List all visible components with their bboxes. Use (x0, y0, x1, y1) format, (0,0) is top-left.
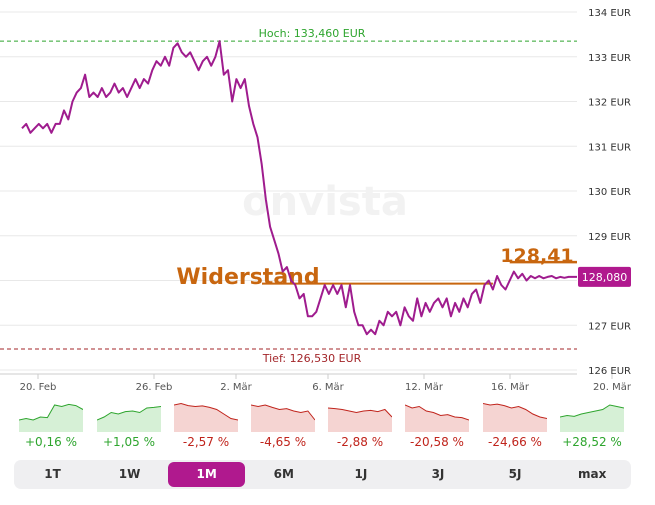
sparkline-line (174, 402, 238, 421)
range-button-3j[interactable]: 3J (431, 467, 445, 481)
sparkline-area (405, 405, 469, 432)
sparkline-line (251, 404, 315, 421)
x-tick-label: 16. Mär (491, 382, 530, 393)
sparkline-area (251, 405, 315, 432)
sparkline-2[interactable]: -2,57 % (174, 400, 238, 452)
sparkline-change: -4,65 % (259, 435, 307, 449)
sparkline-line (560, 404, 624, 418)
x-tick-label: 12. Mär (405, 382, 444, 393)
range-button-5j[interactable]: 5J (508, 467, 522, 481)
sparkline-change: +0,16 % (25, 435, 77, 449)
y-tick-label: 133 EUR (588, 53, 631, 64)
sparkline-area (97, 406, 161, 432)
high-label: Hoch: 133,460 EUR (259, 27, 366, 40)
range-selector: 1T 1W 1M 6M 1J 3J 5J max (14, 460, 631, 489)
sparkline-chart (19, 403, 83, 432)
sparkline-chart (97, 406, 161, 432)
sparkline-chart (560, 404, 624, 432)
sparkline-chart (174, 402, 238, 432)
range-button-1t[interactable]: 1T (44, 467, 61, 481)
sparkline-change: -24,66 % (488, 435, 542, 449)
sparkline-area (328, 408, 392, 432)
sparkline-3[interactable]: -4,65 % (251, 400, 315, 452)
sparkline-area (174, 403, 238, 432)
sparkline-7[interactable]: +28,52 % (560, 400, 624, 452)
sparkline-area (19, 404, 83, 432)
low-label: Tief: 126,530 EUR (262, 352, 362, 365)
y-tick-label: 131 EUR (588, 142, 631, 153)
sparkline-area (560, 405, 624, 432)
annotations: Widerstand 128,41 (176, 245, 577, 290)
x-tick-label: 6. Mär (312, 382, 344, 393)
price-line (21, 40, 577, 336)
watermark: onvista (242, 179, 408, 225)
sparkline-area (483, 403, 547, 432)
y-tick-label: 132 EUR (588, 98, 631, 109)
grid (0, 11, 577, 371)
level-label: 128,41 (500, 245, 573, 267)
sparkline-change: -2,88 % (336, 435, 384, 449)
range-button-max[interactable]: max (578, 467, 607, 481)
x-tick-label: 20. Feb (20, 382, 57, 393)
sparkline-change: -20,58 % (410, 435, 464, 449)
sparkline-chart (483, 403, 547, 432)
high-low-lines: Hoch: 133,460 EUR Tief: 126,530 EUR (0, 27, 577, 365)
range-button-6m[interactable]: 6M (273, 467, 294, 481)
sparkline-6[interactable]: -24,66 % (483, 400, 547, 452)
sparkline-line (328, 407, 392, 418)
y-tick-label: 130 EUR (588, 187, 631, 198)
sparkline-chart (328, 407, 392, 432)
y-axis: 134 EUR 133 EUR 132 EUR 131 EUR 130 EUR 129 E… (588, 8, 631, 377)
resistance-label: Widerstand (176, 265, 319, 290)
range-button-1m[interactable]: 1M (168, 462, 246, 487)
performance-sparklines: +0,16 % +1,05 % -2,57 % -4,65 % -2,88 % -20,5… (0, 400, 655, 452)
price-series (21, 40, 577, 336)
x-tick-label: 2. Mär (220, 382, 252, 393)
sparkline-line (19, 403, 83, 421)
range-button-1w[interactable]: 1W (118, 467, 141, 481)
last-price-value: 128,080 (582, 271, 628, 284)
sparkline-line (483, 403, 547, 419)
sparkline-line (405, 404, 469, 421)
price-chart: onvista Hoch: 133,460 EUR Tief: 126,530 E… (0, 8, 632, 393)
last-price-badge-bg (578, 266, 631, 287)
sparkline-0[interactable]: +0,16 % (19, 400, 83, 452)
last-price-badge: 128,080 (578, 266, 631, 287)
x-tick-label: 20. Mär (593, 382, 632, 393)
sparkline-change: +1,05 % (103, 435, 155, 449)
x-tick-label: 26. Feb (136, 382, 173, 393)
sparkline-5[interactable]: -20,58 % (405, 400, 469, 452)
y-tick-label: 126 EUR (588, 366, 631, 377)
sparkline-change: -2,57 % (182, 435, 230, 449)
sparkline-change: +28,52 % (562, 435, 622, 449)
sparkline-chart (251, 404, 315, 432)
sparkline-line (97, 406, 161, 421)
x-axis: 20. Feb 26. Feb 2. Mär 6. Mär 12. Mär 16. Mär… (0, 373, 632, 393)
sparkline-4[interactable]: -2,88 % (328, 400, 392, 452)
sparkline-1[interactable]: +1,05 % (97, 400, 161, 452)
y-tick-label: 129 EUR (588, 232, 631, 243)
y-tick-label: 127 EUR (588, 321, 631, 332)
range-button-1j[interactable]: 1J (354, 467, 368, 481)
y-tick-label: 134 EUR (588, 8, 631, 19)
sparkline-chart (405, 404, 469, 432)
